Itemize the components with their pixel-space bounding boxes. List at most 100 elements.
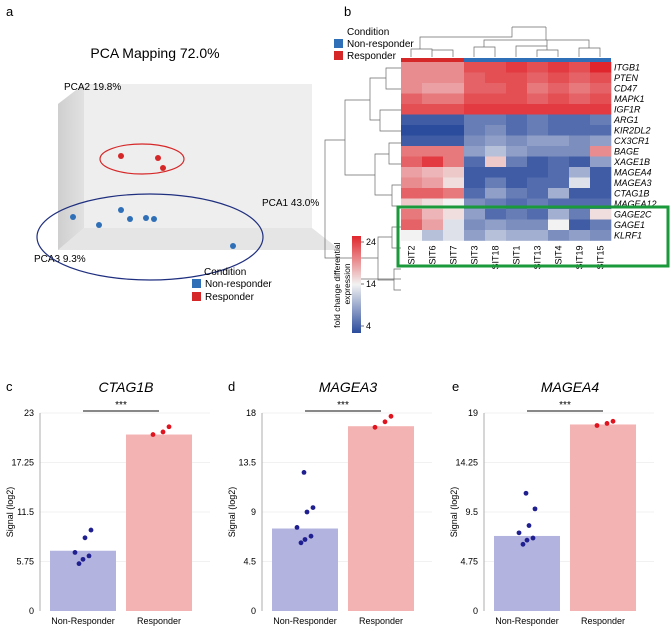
data-point [88, 527, 94, 533]
heatmap-cell [485, 114, 507, 126]
heatmap-cell [506, 104, 528, 115]
heatmap-cell [590, 230, 612, 241]
heatmap-cell [527, 104, 549, 115]
data-point [610, 418, 616, 424]
heatmap-cell [569, 156, 591, 168]
heatmap-cell [506, 209, 528, 220]
pca-point-responder [160, 165, 166, 171]
pca-point-non-responder [143, 215, 149, 221]
heatmap-cell [422, 83, 444, 94]
colorbar [352, 236, 361, 333]
heatmap-cell [590, 72, 612, 84]
heatmap-cell [485, 209, 507, 220]
responder-ellipse [99, 143, 185, 175]
y-tick-label: 19 [468, 408, 478, 418]
bar-chart-title: MAGEA4 [541, 379, 600, 395]
heatmap-cell [443, 198, 465, 210]
heatmap-cell [485, 125, 507, 136]
heatmap-row-label: MAGEA12 [614, 199, 657, 209]
pca-floor [58, 228, 340, 250]
bar-responder [570, 424, 636, 611]
heatmap-cell [590, 62, 612, 73]
pca-legend-label-responder: Responder [205, 292, 255, 303]
heatmap-cell [569, 146, 591, 157]
heatmap-cell [485, 188, 507, 199]
heatmap-cell [401, 93, 423, 105]
heatmap-cell [506, 230, 528, 241]
heatmap-cell [527, 83, 549, 94]
heatmap-row-label: CTAG1B [614, 188, 649, 198]
y-tick-label: 4.5 [243, 557, 256, 567]
bar-chart-magea4: MAGEA4 0 4.75 9.5 14.25 19 Signal (log2) Non-Re… [449, 379, 654, 626]
heatmap-cell [548, 209, 570, 220]
heatmap-cell [401, 209, 423, 220]
heatmap-cell [464, 230, 486, 241]
condition-bar-cell [506, 58, 527, 62]
heatmap-cell [422, 62, 444, 73]
heatmap-cell [422, 156, 444, 168]
panel-label-b: b [344, 4, 351, 19]
heatmap-row-label: MAGEA4 [614, 167, 652, 177]
data-point [382, 419, 388, 425]
x-tick-label: Responder [359, 616, 403, 626]
heatmap-cell [590, 156, 612, 168]
heatmap-cell [464, 72, 486, 84]
colorbar-label-line1: fold change differential [332, 242, 342, 327]
heatmap-cell [485, 83, 507, 94]
heatmap-cell [443, 230, 465, 241]
heatmap-cell [443, 62, 465, 73]
heatmap-cell [590, 104, 612, 115]
heatmap-column-label: SIT2 [407, 246, 417, 265]
heatmap-cell [401, 83, 423, 94]
y-tick-label: 11.5 [17, 507, 34, 517]
column-dendrogram [410, 26, 601, 57]
heatmap-cell [506, 146, 528, 157]
heatmap-cell [464, 167, 486, 178]
pca-point-responder [155, 155, 161, 161]
condition-bar-cell [569, 58, 590, 62]
heatmap-cell [548, 188, 570, 199]
heatmap-cell [401, 72, 423, 84]
heatmap-cell [527, 146, 549, 157]
heatmap-cell [506, 167, 528, 178]
heatmap-cell [401, 219, 423, 231]
condition-bar-cell [548, 58, 569, 62]
bar-chart-ctag1b: CTAG1B 0 5.75 11.5 17.25 23 Signal (log2) Non-R… [5, 379, 210, 626]
condition-bar-cell [590, 58, 611, 62]
heatmap-cell [464, 219, 486, 231]
heatmap-cell [464, 62, 486, 73]
heatmap-cell [527, 93, 549, 105]
heatmap-row-label: KIR2DL2 [614, 125, 651, 135]
heatmap-cell [464, 135, 486, 147]
heatmap-row-label: PTEN [614, 73, 639, 83]
heatmap-cell [422, 146, 444, 157]
data-point [294, 525, 300, 530]
data-point [310, 505, 316, 510]
heatmap-cell [527, 209, 549, 220]
heatmap-cell [443, 72, 465, 84]
heatmap-cell [569, 230, 591, 241]
pca-point-non-responder [70, 214, 76, 220]
heatmap-row-label: XAGE1B [613, 157, 650, 167]
y-tick-label: 14.25 [455, 458, 478, 468]
heatmap-cell [527, 135, 549, 147]
bar-non-responder [494, 535, 560, 611]
heatmap-cell [527, 167, 549, 178]
condition-bar-cell [464, 58, 485, 62]
heatmap-cell [590, 188, 612, 199]
data-point [80, 556, 86, 562]
bar-chart-title: MAGEA3 [319, 379, 378, 395]
data-point [150, 432, 156, 437]
heatmap-row-label: KLRF1 [614, 230, 642, 240]
colorbar-tick-label: 14 [366, 279, 376, 289]
heatmap-cell [527, 177, 549, 189]
heatmap-cell [464, 209, 486, 220]
heatmap-cell [485, 62, 507, 73]
heatmap-cell [443, 83, 465, 94]
heatmap-row-label: MAGEA3 [614, 178, 652, 188]
heatmap-cell [464, 156, 486, 168]
data-point [526, 523, 532, 528]
heatmap-cell [443, 114, 465, 126]
heatmap-cell [506, 177, 528, 189]
